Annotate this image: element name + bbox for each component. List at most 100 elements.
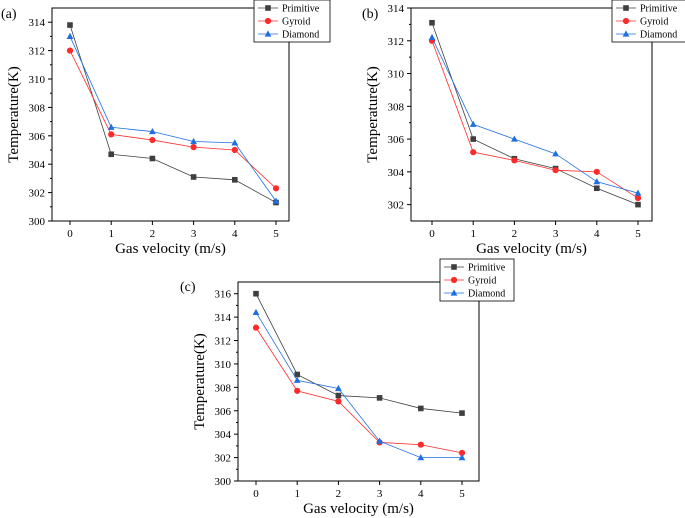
chart-panel-1: (a) 300 302 304 306 308 310 312 314 0 1 2 3 4 5 Gas vel… xyxy=(1,0,331,257)
data-point-gyroid xyxy=(294,387,301,394)
plot-frame xyxy=(51,7,290,222)
x-tick-label: 3 xyxy=(553,228,559,240)
legend-label-diamond: Diamond xyxy=(282,30,319,41)
data-point-primitive xyxy=(253,290,259,297)
y-tick-label: 304 xyxy=(29,159,46,171)
panel-label: (a) xyxy=(1,7,17,22)
legend-label-primitive: Primitive xyxy=(468,263,506,274)
data-point-diamond xyxy=(231,139,239,146)
x-tick-label: 5 xyxy=(459,488,465,500)
plot-frame xyxy=(410,7,653,222)
data-point-diamond xyxy=(190,137,197,145)
series-line-gyroid xyxy=(255,327,463,454)
legend-marker-gyroid xyxy=(622,17,630,25)
legend-label-gyroid: Gyroid xyxy=(282,17,310,28)
x-tick-label: 5 xyxy=(273,228,279,240)
series-line-primitive xyxy=(69,24,277,203)
x-tick-label: 0 xyxy=(253,488,259,500)
x-tick-label: 2 xyxy=(336,488,342,500)
data-point-diamond xyxy=(458,453,466,461)
data-point-primitive xyxy=(190,174,197,180)
y-tick-label: 304 xyxy=(388,167,405,179)
y-tick-label: 310 xyxy=(29,74,46,86)
x-tick-label: 2 xyxy=(512,228,518,240)
legend: Primitive Gyroid Diamond xyxy=(253,0,331,43)
legend: Primitive Gyroid Diamond xyxy=(439,258,515,302)
y-tick-label: 302 xyxy=(388,200,405,212)
data-point-diamond xyxy=(293,376,301,383)
y-tick-label: 300 xyxy=(215,476,232,488)
data-point-diamond xyxy=(107,123,115,130)
chart-panel-2: (b) 302 304 306 308 310 312 314 0 1 2 3 4 5 Gas veloci… xyxy=(362,0,685,257)
legend: Primitive Gyroid Diamond xyxy=(611,0,685,43)
y-tick-label: 316 xyxy=(215,289,232,301)
data-point-gyroid xyxy=(458,449,466,457)
series-line-primitive xyxy=(255,293,463,414)
data-point-primitive xyxy=(470,136,476,142)
legend-marker-diamond xyxy=(264,30,272,37)
x-tick-label: 3 xyxy=(191,228,197,240)
data-point-diamond xyxy=(593,178,601,185)
data-point-gyroid xyxy=(272,185,280,192)
x-tick-label: 4 xyxy=(418,488,424,500)
data-point-primitive xyxy=(418,405,424,412)
data-point-primitive xyxy=(635,201,641,208)
legend-label-primitive: Primitive xyxy=(640,4,678,15)
y-tick-label: 310 xyxy=(388,69,405,81)
data-point-primitive xyxy=(429,19,435,26)
y-tick-label: 306 xyxy=(215,406,232,418)
series-line-diamond xyxy=(255,312,462,458)
y-tick-label: 310 xyxy=(215,359,232,371)
y-tick-label: 308 xyxy=(29,102,46,114)
data-point-primitive xyxy=(149,155,156,162)
y-tick-label: 314 xyxy=(388,3,405,15)
legend-marker-primitive xyxy=(623,5,629,11)
data-point-primitive xyxy=(335,392,342,399)
data-point-gyroid xyxy=(190,144,197,151)
data-point-primitive xyxy=(459,410,465,416)
legend-marker-diamond xyxy=(622,30,630,37)
series-line-diamond xyxy=(69,36,277,202)
data-point-diamond xyxy=(335,384,342,392)
y-tick-label: 304 xyxy=(215,429,232,441)
data-point-diamond xyxy=(66,32,74,39)
x-tick-label: 3 xyxy=(377,488,383,500)
y-tick-label: 300 xyxy=(29,216,46,228)
data-point-gyroid xyxy=(552,167,559,174)
y-tick-label: 314 xyxy=(215,312,232,324)
data-point-gyroid xyxy=(511,157,518,164)
data-point-gyroid xyxy=(149,136,156,144)
legend-label-diamond: Diamond xyxy=(468,289,505,300)
x-tick-label: 0 xyxy=(67,228,73,240)
y-tick-label: 312 xyxy=(388,36,405,48)
y-tick-label: 314 xyxy=(29,17,46,29)
x-tick-label: 1 xyxy=(108,228,114,240)
data-point-diamond xyxy=(417,453,425,461)
legend-label-primitive: Primitive xyxy=(282,4,320,15)
legend-label-diamond: Diamond xyxy=(640,30,677,41)
data-point-diamond xyxy=(272,197,280,204)
x-tick-label: 4 xyxy=(232,228,238,240)
x-tick-label: 0 xyxy=(429,228,435,240)
legend-marker-gyroid xyxy=(264,17,272,25)
legend-label-gyroid: Gyroid xyxy=(468,276,496,287)
y-tick-label: 308 xyxy=(388,101,405,113)
y-axis-title: Temperature(K) xyxy=(365,66,381,162)
data-point-diamond xyxy=(252,308,260,316)
legend-marker-gyroid xyxy=(450,276,458,284)
y-tick-label: 302 xyxy=(215,453,232,465)
data-point-diamond xyxy=(149,127,156,135)
legend-marker-primitive xyxy=(451,264,457,270)
x-tick-label: 1 xyxy=(294,488,300,500)
panel-label: (c) xyxy=(180,280,196,295)
data-point-gyroid xyxy=(634,194,642,202)
data-point-gyroid xyxy=(470,149,477,156)
data-point-gyroid xyxy=(593,168,600,175)
data-point-primitive xyxy=(294,371,300,378)
y-axis-title: Temperature(K) xyxy=(192,333,208,429)
legend-label-gyroid: Gyroid xyxy=(640,17,668,28)
data-point-primitive xyxy=(67,22,73,28)
series-line-gyroid xyxy=(69,50,277,189)
x-axis-title: Gas velocity (m/s) xyxy=(115,241,226,257)
